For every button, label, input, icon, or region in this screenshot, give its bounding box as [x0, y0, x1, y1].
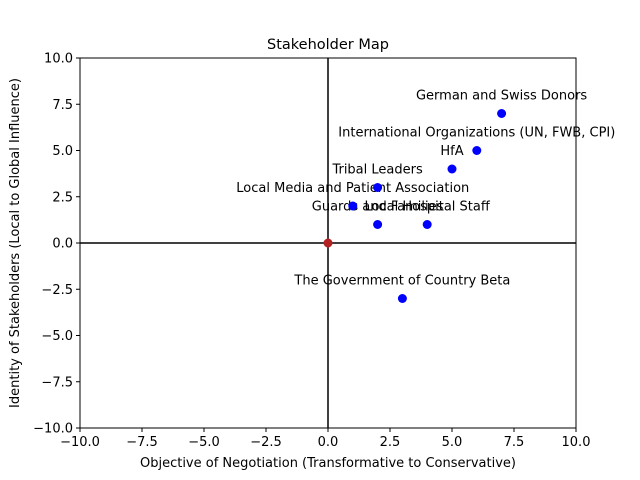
data-point	[348, 201, 358, 211]
data-point	[422, 220, 432, 229]
x-axis-ticks: −10.0 −7.5 −5.0 −2.5 0.0 2.5 5.0 7.5 10.0	[60, 428, 590, 450]
data-point	[447, 164, 457, 174]
y-tick-label: −7.5	[41, 375, 73, 390]
y-tick-label: 0.0	[52, 237, 73, 252]
y-tick-label: 7.5	[52, 98, 73, 113]
x-tick-label: −7.5	[126, 435, 158, 450]
plot-frame	[79, 57, 577, 429]
x-tick-label: −2.5	[250, 435, 282, 450]
data-point	[373, 183, 383, 192]
data-point	[472, 146, 482, 155]
point-label: Guards and Families	[312, 200, 444, 215]
x-tick-label: −10.0	[60, 435, 100, 450]
x-tick-label: 7.5	[504, 435, 525, 450]
point-label: Tribal Leaders	[331, 163, 423, 178]
origin-point	[323, 238, 333, 248]
x-tick-label: 5.0	[442, 435, 463, 450]
y-axis-ticks: −10.0 −7.5 −5.0 −2.5 0.0 2.5 5.0 7.5 10.0	[33, 52, 80, 437]
point-label: The Government of Country Beta	[293, 274, 510, 289]
y-tick-label: −10.0	[33, 422, 73, 437]
point-label: Local Media and Patient Association	[236, 181, 469, 196]
point-annotations: German and Swiss Donors International Org…	[236, 89, 615, 289]
y-tick-label: 10.0	[44, 52, 73, 67]
data-point	[497, 109, 507, 118]
y-tick-label: 5.0	[52, 144, 73, 159]
point-label: International Organizations (UN, FWB, CP…	[338, 126, 615, 141]
point-label: HfA	[440, 144, 463, 159]
x-tick-label: 2.5	[380, 435, 401, 450]
x-axis-label: Objective of Negotiation (Transformative…	[140, 456, 516, 471]
y-tick-label: 2.5	[52, 190, 73, 205]
chart-title: Stakeholder Map	[267, 37, 389, 53]
y-axis-label: Identity of Stakeholders (Local to Globa…	[8, 78, 23, 408]
data-point	[373, 220, 383, 229]
x-tick-label: 10.0	[562, 435, 591, 450]
y-tick-label: −5.0	[41, 329, 73, 344]
data-point	[397, 294, 407, 303]
x-tick-label: −5.0	[188, 435, 220, 450]
y-tick-label: −2.5	[41, 283, 73, 298]
point-label: German and Swiss Donors	[416, 89, 587, 104]
x-tick-label: 0.0	[318, 435, 339, 450]
data-points	[323, 109, 507, 303]
point-label: Local Hospital Staff	[365, 200, 491, 215]
